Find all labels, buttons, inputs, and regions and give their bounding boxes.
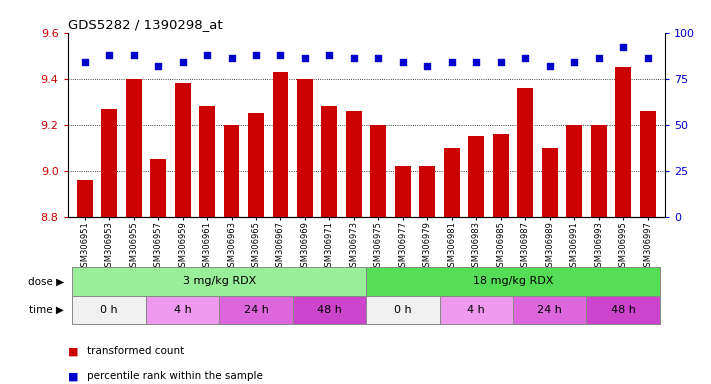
Text: 24 h: 24 h <box>538 305 562 315</box>
Point <box>471 59 482 65</box>
Bar <box>518 88 533 217</box>
Bar <box>493 134 509 217</box>
Bar <box>199 106 215 217</box>
Text: transformed count: transformed count <box>87 346 185 356</box>
Text: 48 h: 48 h <box>317 305 342 315</box>
Text: 3 mg/kg RDX: 3 mg/kg RDX <box>183 276 256 286</box>
Bar <box>101 109 117 217</box>
Point <box>397 59 409 65</box>
Bar <box>77 180 92 217</box>
Point <box>275 52 287 58</box>
Text: GDS5282 / 1390298_at: GDS5282 / 1390298_at <box>68 18 222 31</box>
Bar <box>146 296 219 324</box>
Point <box>520 55 531 61</box>
Bar <box>587 296 660 324</box>
Point <box>422 63 433 69</box>
Bar <box>439 296 513 324</box>
Bar <box>419 166 435 217</box>
Bar <box>297 79 313 217</box>
Text: 24 h: 24 h <box>244 305 269 315</box>
Point <box>373 55 384 61</box>
Bar <box>219 296 293 324</box>
Point <box>177 59 188 65</box>
Bar <box>542 148 557 217</box>
Point <box>250 52 262 58</box>
Text: 4 h: 4 h <box>467 305 485 315</box>
Point <box>617 44 629 50</box>
Point <box>201 52 213 58</box>
Point <box>79 59 90 65</box>
Text: ■: ■ <box>68 371 82 381</box>
Point <box>544 63 555 69</box>
Text: percentile rank within the sample: percentile rank within the sample <box>87 371 263 381</box>
Bar <box>73 296 146 324</box>
Text: 18 mg/kg RDX: 18 mg/kg RDX <box>473 276 553 286</box>
Bar <box>395 166 411 217</box>
Point <box>642 55 653 61</box>
Text: 48 h: 48 h <box>611 305 636 315</box>
Point <box>348 55 360 61</box>
Point <box>128 52 139 58</box>
Bar <box>248 113 264 217</box>
Bar <box>640 111 656 217</box>
Bar <box>175 83 191 217</box>
Text: 4 h: 4 h <box>173 305 191 315</box>
Point <box>446 59 457 65</box>
Text: ■: ■ <box>68 346 82 356</box>
Point <box>593 55 604 61</box>
Bar <box>150 159 166 217</box>
Bar <box>293 296 366 324</box>
Text: time ▶: time ▶ <box>29 305 64 315</box>
Bar <box>370 125 386 217</box>
Bar <box>615 67 631 217</box>
Bar <box>513 296 587 324</box>
Point <box>569 59 580 65</box>
Bar <box>272 72 289 217</box>
Bar <box>591 125 606 217</box>
Point <box>152 63 164 69</box>
Bar <box>346 111 362 217</box>
Text: 0 h: 0 h <box>100 305 118 315</box>
Text: dose ▶: dose ▶ <box>28 276 64 286</box>
Bar <box>321 106 338 217</box>
Text: 0 h: 0 h <box>394 305 412 315</box>
Bar <box>366 296 439 324</box>
Bar <box>444 148 460 217</box>
Bar <box>469 136 484 217</box>
Bar <box>223 125 240 217</box>
Bar <box>73 267 366 296</box>
Point <box>104 52 115 58</box>
Point <box>324 52 335 58</box>
Bar <box>566 125 582 217</box>
Point <box>299 55 311 61</box>
Point <box>226 55 237 61</box>
Point <box>495 59 506 65</box>
Bar <box>126 79 141 217</box>
Bar <box>366 267 660 296</box>
